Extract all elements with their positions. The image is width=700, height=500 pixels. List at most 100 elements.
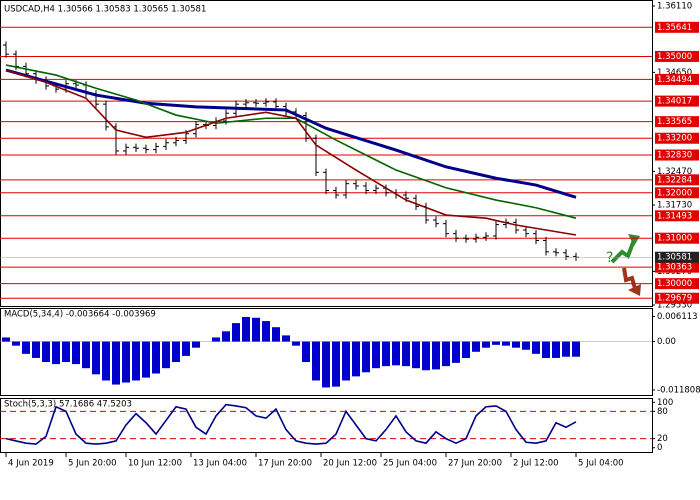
histogram-bar: [82, 341, 90, 369]
level-label-box: [655, 174, 699, 186]
y-tick-label: -0.011808: [657, 385, 700, 395]
ohlc-bar: [473, 233, 479, 243]
ohlc-bar: [263, 98, 269, 107]
x-tick-label: 13 Jun 04:00: [193, 459, 247, 469]
histogram-bar: [232, 323, 240, 342]
y-tick-label: 1.32470: [657, 167, 692, 177]
ohlc-bar: [413, 194, 419, 211]
y-tick-label: 1.29530: [657, 301, 692, 311]
level-label-box: [655, 278, 699, 290]
panel-title: MACD(5,34,4) -0.003664 -0.003969: [4, 310, 156, 320]
level-label: 1.29679: [657, 294, 692, 304]
ohlc-bar: [483, 232, 489, 241]
histogram-bar: [412, 341, 420, 369]
level-label: 1.33200: [657, 134, 692, 144]
y-tick-label: 0: [657, 443, 662, 453]
histogram-bar: [342, 341, 350, 381]
histogram-bar: [432, 341, 440, 370]
ohlc-bar: [333, 186, 339, 199]
histogram-bar: [492, 341, 500, 345]
histogram-bar: [112, 341, 120, 385]
histogram-bar: [142, 341, 150, 378]
ohlc-bar: [133, 143, 139, 152]
level-label-box: [655, 292, 699, 304]
histogram-bar: [122, 341, 130, 383]
histogram-bar: [32, 341, 40, 358]
histogram-bar: [12, 341, 20, 346]
ohlc-bar: [553, 248, 559, 257]
histogram-bar: [272, 327, 280, 342]
histogram-bar: [282, 335, 290, 342]
histogram-bar: [252, 317, 260, 342]
level-label: 1.35641: [657, 23, 692, 33]
price-frame: [0, 0, 653, 307]
histogram-bar: [482, 341, 490, 348]
ohlc-bar: [453, 230, 459, 242]
ohlc-bar: [563, 249, 569, 261]
histogram-bar: [392, 341, 400, 366]
histogram-bar: [302, 341, 310, 363]
histogram-bar: [132, 341, 140, 381]
ohlc-bar: [343, 180, 349, 199]
level-label: 1.33565: [657, 117, 692, 127]
moving-average: [5, 64, 577, 219]
level-label: 1.32284: [657, 175, 692, 185]
histogram-bar: [42, 341, 50, 363]
histogram-bar: [502, 341, 510, 346]
histogram-bar: [222, 331, 230, 342]
last-price-box: [655, 251, 699, 263]
histogram-bar: [212, 337, 220, 342]
ohlc-bar: [243, 99, 249, 108]
down-arrow: [622, 267, 638, 293]
histogram-bar: [522, 341, 530, 350]
y-tick-label: 1.31730: [657, 201, 692, 211]
histogram-bar: [172, 341, 180, 363]
histogram-bar: [362, 341, 370, 373]
histogram-bar: [512, 341, 520, 348]
y-tick-label: 1.34650: [657, 68, 692, 78]
ohlc-bar: [533, 230, 539, 245]
ohlc-bar: [463, 234, 469, 243]
panel-title: USDCAD,H4 1.30566 1.30583 1.30565 1.3058…: [4, 5, 206, 15]
level-label-box: [655, 95, 699, 107]
last-price-label: 1.30581: [657, 253, 692, 263]
ohlc-bar: [513, 218, 519, 234]
histogram-bar: [542, 341, 550, 358]
y-tick-label: 1.36110: [657, 2, 692, 12]
ohlc-bar: [523, 226, 529, 238]
up-arrow-head: [628, 234, 640, 246]
down-arrow-head: [628, 284, 641, 296]
ohlc-bar: [273, 98, 279, 111]
level-label-box: [655, 210, 699, 222]
histogram-bar: [262, 321, 270, 342]
histogram-bar: [532, 341, 540, 354]
y-tick-label: 80: [657, 407, 668, 417]
question-mark: ?: [606, 250, 613, 266]
histogram-bar: [462, 341, 470, 358]
histogram-bar: [442, 341, 450, 367]
level-label-box: [655, 261, 699, 273]
y-tick-label: 0.00: [657, 337, 676, 347]
ohlc-bar: [543, 236, 549, 256]
ohlc-bar: [143, 144, 149, 154]
histogram-bar: [452, 341, 460, 363]
ohlc-bar: [363, 182, 369, 195]
x-tick-label: 20 Jun 12:00: [323, 459, 377, 469]
y-tick-label: 0.006113: [657, 312, 698, 322]
level-label-box: [655, 132, 699, 144]
ohlc-bar: [3, 41, 9, 58]
ohlc-bar: [493, 220, 499, 240]
ohlc-bar: [313, 134, 319, 176]
level-label-box: [655, 187, 699, 199]
histogram-bar: [62, 341, 70, 363]
level-label: 1.35000: [657, 52, 692, 62]
histogram-bar: [552, 341, 560, 358]
ohlc-bar: [433, 216, 439, 228]
histogram-bar: [152, 341, 160, 374]
histogram-bar: [22, 341, 30, 354]
macd-frame: [0, 308, 653, 396]
histogram-bar: [562, 341, 570, 357]
